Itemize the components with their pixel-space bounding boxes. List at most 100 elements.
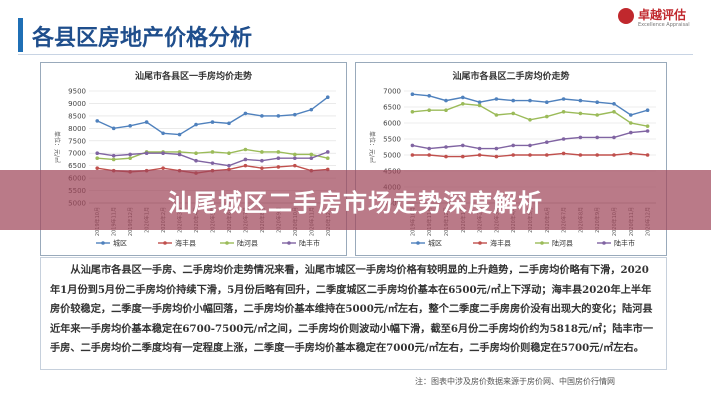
y-axis-label: 单位：元/㎡ [53, 131, 61, 163]
point [260, 166, 264, 170]
point [144, 151, 149, 156]
point [227, 121, 231, 126]
point [161, 166, 165, 170]
point [161, 151, 165, 156]
point [595, 100, 599, 104]
point [309, 107, 314, 112]
point [545, 153, 549, 157]
point [511, 111, 515, 116]
chart-title: 汕尾市各县区二手房均价走势 [452, 70, 569, 82]
point [144, 120, 149, 124]
point [461, 95, 465, 100]
point [545, 114, 549, 119]
legend-marker [478, 241, 482, 245]
point [511, 98, 515, 103]
point [260, 114, 264, 118]
accent-bar [18, 18, 23, 52]
point [444, 98, 448, 103]
point [578, 135, 583, 140]
y-tick-label: 9000 [68, 100, 86, 108]
point [528, 98, 532, 103]
point [595, 135, 599, 140]
note: 注：图表中涉及房价数据来源于房价网、中国房价行情网 [415, 377, 615, 386]
y-tick-label: 5000 [383, 152, 401, 160]
logo-icon [618, 8, 634, 24]
point [260, 158, 264, 163]
point [427, 146, 431, 151]
point [410, 110, 415, 114]
point [128, 156, 132, 160]
point [227, 151, 231, 156]
point [561, 137, 566, 141]
point [243, 147, 248, 152]
point [528, 143, 532, 148]
point [612, 153, 616, 157]
logo: 卓越评估 [638, 8, 687, 22]
point [427, 153, 431, 157]
point [410, 153, 415, 157]
point [276, 156, 281, 160]
point [561, 151, 566, 156]
point [494, 146, 499, 151]
point [645, 124, 650, 128]
point [177, 132, 182, 137]
point [95, 156, 100, 160]
legend-marker [416, 241, 420, 245]
point [227, 163, 231, 168]
point [210, 150, 215, 154]
y-axis-label: 单位：元/㎡ [368, 131, 376, 163]
legend-label: 城区 [428, 240, 442, 248]
header-line [18, 54, 693, 55]
point [410, 143, 415, 148]
legend-label: 陆河县 [237, 239, 258, 248]
point [276, 150, 281, 154]
point [309, 152, 314, 157]
point [595, 113, 599, 117]
y-tick-label: 5500 [383, 136, 401, 144]
y-tick-label: 7000 [68, 150, 86, 158]
point [95, 151, 100, 156]
logo-sub: Excellence Appraisal [638, 22, 690, 28]
point [194, 158, 198, 163]
point [427, 108, 431, 112]
point [545, 140, 549, 144]
point [325, 95, 330, 100]
point [128, 152, 132, 157]
point [612, 135, 616, 140]
text-box: 从汕尾市各县区一手房、二手房均价走势情况来看，汕尾市城区一手房均价格有较明显的上… [40, 257, 667, 370]
legend-marker [163, 241, 167, 245]
point [494, 113, 499, 117]
point [645, 153, 650, 157]
point [612, 102, 616, 106]
point [612, 110, 616, 114]
point [161, 131, 165, 136]
point [595, 153, 599, 157]
point [243, 157, 248, 162]
legend-marker [602, 241, 606, 245]
point [444, 108, 448, 112]
banner-title: 汕尾城区二手房市场走势深度解析 [168, 189, 543, 217]
point [645, 129, 650, 133]
point [410, 92, 415, 96]
point [477, 100, 482, 104]
point [561, 97, 566, 101]
point [578, 111, 583, 116]
point [95, 166, 100, 170]
point [629, 151, 633, 156]
legend-label: 海丰县 [175, 239, 196, 248]
point [461, 154, 465, 159]
legend-marker [287, 241, 291, 245]
point [276, 114, 281, 118]
point [444, 154, 448, 159]
point [210, 120, 215, 124]
point [511, 153, 515, 157]
point [444, 145, 448, 149]
y-tick-label: 7000 [383, 88, 401, 96]
banner-band [0, 170, 711, 230]
point [177, 152, 182, 157]
point [111, 126, 116, 131]
point [477, 153, 482, 157]
point [461, 143, 465, 148]
point [511, 143, 515, 148]
point [325, 156, 330, 160]
